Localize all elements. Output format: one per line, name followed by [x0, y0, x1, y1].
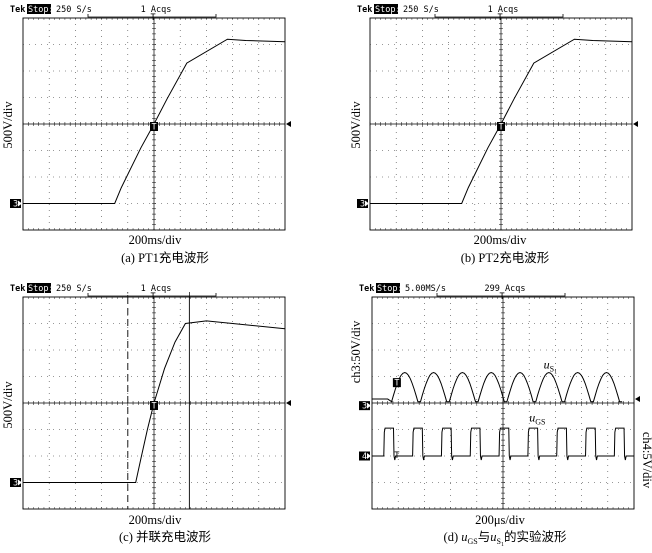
waveform-trace	[23, 320, 286, 483]
acq-bracket	[87, 14, 217, 18]
x-axis-label: 200ms/div	[129, 513, 183, 527]
channel-3-marker-label: 3	[13, 479, 18, 489]
waveform-trace	[23, 38, 286, 204]
header-rate: 250 S/s	[56, 284, 92, 294]
trigger-level-arrow	[635, 396, 640, 403]
channel-4-marker-label: 4	[362, 452, 367, 462]
acq-bracket	[436, 293, 566, 297]
caption: (c) 并联充电波形	[119, 529, 211, 544]
channel-3-marker-arrow	[367, 402, 371, 409]
header-acqs: 1 Acqs	[141, 284, 172, 294]
channel-3-marker-label: 3	[362, 402, 367, 412]
header-status: Stop:	[28, 284, 54, 294]
trigger-level-arrow	[286, 121, 291, 127]
trigger-point-label: T	[151, 123, 156, 133]
us1-trace	[372, 371, 623, 403]
header-acqs: 1 Acqs	[488, 5, 519, 15]
header-acqs: 1 Acqs	[141, 5, 172, 15]
stop-badge	[374, 4, 398, 14]
caption: (b) PT2充电波形	[461, 250, 550, 265]
y-axis-label: ch3:50V/div	[349, 320, 363, 383]
trigger-point-label: T	[498, 123, 503, 133]
scope-panel-c: Tek Stop: 250 S/s 1 Acqs T 200ms/div 500V/div 3…	[1, 283, 291, 544]
header-brand: Tek	[357, 5, 372, 15]
stop-badge	[27, 283, 51, 293]
label-us1: uS1	[544, 358, 557, 376]
header-acqs: 299 Acqs	[485, 284, 526, 294]
ugs-trace	[372, 427, 634, 461]
channel-3-marker	[359, 401, 370, 411]
channel-3-marker-arrow	[18, 200, 22, 207]
channel-3-marker	[10, 478, 21, 487]
channel-3-marker	[357, 199, 368, 208]
trigger-point-label: T	[394, 379, 399, 389]
caption: (a) PT1充电波形	[121, 250, 209, 265]
scope-panel-a: Tek Stop: 250 S/s 1 Acqs T 200ms/div 500V/div 3…	[1, 4, 291, 265]
header-status: Stop:	[375, 5, 401, 15]
label-ugs: uGS	[529, 411, 545, 427]
channel-3-marker	[10, 199, 21, 208]
trigger-point-label: T	[151, 402, 156, 412]
trigger-point-marker	[392, 378, 401, 388]
channel-3-marker-arrow	[18, 479, 22, 486]
header-brand: Tek	[10, 284, 25, 294]
channel-3-marker-label: 3	[360, 200, 365, 210]
header-status: Stop:	[377, 284, 403, 294]
header-rate: 5.00MS/s	[405, 284, 446, 294]
caption: (d) uGS与uS1的实验波形	[444, 529, 567, 548]
stop-badge	[27, 4, 51, 14]
y-axis-label: 500V/div	[349, 101, 363, 149]
y-axis-label: 500V/div	[1, 101, 15, 149]
acq-bracket	[87, 293, 217, 297]
channel-3-marker-arrow	[365, 200, 369, 207]
x-axis-label: 200ms/div	[129, 233, 183, 247]
waveform-trace	[370, 38, 633, 204]
trigger-level-arrow	[286, 400, 291, 406]
header-rate: 250 S/s	[403, 5, 439, 15]
trigger-point-marker	[497, 122, 505, 131]
y-axis-label-right: ch4:5V/div	[640, 432, 652, 489]
ch4-trigger-mark: T	[394, 451, 399, 461]
trigger-point-marker	[150, 122, 158, 131]
x-axis-label: 200ms/div	[474, 233, 528, 247]
header-brand: Tek	[10, 5, 25, 15]
header-status: Stop:	[28, 5, 54, 15]
channel-3-marker-label: 3	[13, 200, 18, 210]
scope-panel-b: Tek Stop: 250 S/s 1 Acqs T 200ms/div 500V/div 3…	[349, 4, 638, 265]
header-brand: Tek	[359, 284, 374, 294]
scope-panel-d: Tek Stop: 5.00MS/s 299 Acqs T 200μs/div ch3:50…	[349, 283, 652, 548]
trigger-level-arrow	[633, 121, 638, 127]
y-axis-label: 500V/div	[1, 381, 15, 429]
trigger-point-marker	[150, 401, 158, 410]
channel-4-marker	[359, 451, 370, 461]
channel-4-marker-arrow	[367, 453, 371, 459]
acq-bracket	[434, 14, 564, 18]
header-rate: 250 S/s	[56, 5, 92, 15]
stop-badge	[376, 283, 400, 293]
x-axis-label: 200μs/div	[475, 513, 526, 527]
